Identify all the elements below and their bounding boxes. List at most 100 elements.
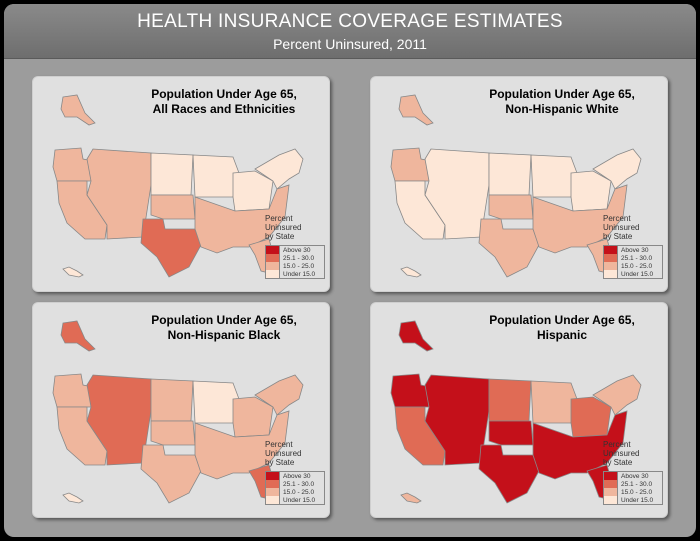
state-region-midwest-upper bbox=[530, 154, 578, 198]
legend-swatch bbox=[266, 480, 280, 488]
panel-title-line-2: Non-Hispanic White bbox=[505, 102, 619, 116]
legend-swatch bbox=[266, 270, 280, 278]
state-region-alaska bbox=[398, 94, 434, 126]
legend-item: 15.0 - 25.0 bbox=[604, 488, 662, 496]
legend: Percent Uninsured by State Above 30 25.1… bbox=[265, 440, 327, 505]
state-region-northwest bbox=[390, 147, 432, 182]
state-region-mountain bbox=[86, 374, 152, 466]
legend-item: Under 15.0 bbox=[604, 270, 662, 278]
legend-label: 15.0 - 25.0 bbox=[283, 262, 315, 270]
map-panel-all-races: Population Under Age 65, All Races and E… bbox=[32, 76, 330, 292]
legend-label: Under 15.0 bbox=[283, 270, 316, 278]
state-region-west bbox=[56, 180, 108, 240]
legend-swatch bbox=[266, 254, 280, 262]
state-region-south bbox=[532, 184, 628, 254]
state-region-midwest-upper bbox=[530, 380, 578, 424]
state-region-northwest bbox=[390, 373, 432, 408]
legend-label: 25.1 - 30.0 bbox=[621, 480, 653, 488]
legend-title-line: Uninsured bbox=[265, 223, 302, 232]
legend-title-line: by State bbox=[603, 458, 633, 467]
state-region-texas bbox=[140, 444, 202, 504]
legend-item: 15.0 - 25.0 bbox=[266, 262, 324, 270]
legend-title-line: Percent bbox=[265, 214, 293, 223]
state-region-south bbox=[532, 410, 628, 480]
legend-title-line: Percent bbox=[603, 440, 631, 449]
state-region-south bbox=[194, 410, 290, 480]
state-region-texas bbox=[140, 218, 202, 278]
state-region-plains-north bbox=[150, 378, 194, 422]
page-subtitle: Percent Uninsured, 2011 bbox=[273, 36, 427, 52]
state-region-northeast bbox=[592, 148, 642, 190]
map-panel-white: Population Under Age 65, Non-Hispanic Wh… bbox=[370, 76, 668, 292]
state-region-south bbox=[194, 184, 290, 254]
legend-title-line: by State bbox=[265, 458, 295, 467]
us-map bbox=[390, 94, 642, 278]
legend-label: 15.0 - 25.0 bbox=[283, 488, 315, 496]
state-region-alaska bbox=[398, 320, 434, 352]
legend-item: Above 30 bbox=[604, 246, 662, 254]
legend-item: 25.1 - 30.0 bbox=[266, 480, 324, 488]
legend-label: 25.1 - 30.0 bbox=[283, 254, 315, 262]
map-panel-black: Population Under Age 65, Non-Hispanic Bl… bbox=[32, 302, 330, 518]
legend-swatch bbox=[604, 480, 618, 488]
legend-label: Above 30 bbox=[283, 246, 311, 254]
state-region-west bbox=[394, 180, 446, 240]
page-title: HEALTH INSURANCE COVERAGE ESTIMATES bbox=[137, 11, 563, 32]
legend-swatch bbox=[604, 254, 618, 262]
state-region-plains-north bbox=[488, 152, 532, 196]
state-region-west bbox=[394, 406, 446, 466]
legend: Percent Uninsured by State Above 30 25.1… bbox=[265, 214, 327, 279]
state-region-northeast bbox=[254, 148, 304, 190]
legend-item: Above 30 bbox=[604, 472, 662, 480]
panel-title-line-1: Population Under Age 65, bbox=[489, 87, 635, 101]
panel-title-line-2: Non-Hispanic Black bbox=[167, 328, 281, 342]
legend-item: 15.0 - 25.0 bbox=[266, 488, 324, 496]
panel-title: Population Under Age 65, Non-Hispanic Wh… bbox=[467, 87, 657, 117]
legend-title-line: Uninsured bbox=[603, 223, 640, 232]
state-region-northwest bbox=[52, 147, 94, 182]
legend-item: Above 30 bbox=[266, 472, 324, 480]
us-map bbox=[52, 94, 304, 278]
state-region-plains-south bbox=[488, 420, 534, 446]
state-region-midwest-upper bbox=[192, 380, 240, 424]
legend-swatch bbox=[604, 246, 618, 254]
legend-swatch bbox=[266, 496, 280, 504]
state-region-plains-south bbox=[150, 420, 196, 446]
legend-item: 25.1 - 30.0 bbox=[604, 480, 662, 488]
state-region-mountain bbox=[86, 148, 152, 240]
legend-swatch bbox=[266, 472, 280, 480]
legend-item: Under 15.0 bbox=[266, 270, 324, 278]
state-region-hawaii bbox=[62, 266, 84, 278]
panel-title: Population Under Age 65, Hispanic bbox=[467, 313, 657, 343]
legend-title-line: Percent bbox=[603, 214, 631, 223]
panel-title-line-2: Hispanic bbox=[536, 328, 587, 342]
map-frame: HEALTH INSURANCE COVERAGE ESTIMATES Perc… bbox=[4, 4, 696, 537]
legend-swatch bbox=[266, 262, 280, 270]
legend-item: Under 15.0 bbox=[266, 496, 324, 504]
panel-title-line-1: Population Under Age 65, bbox=[151, 313, 297, 327]
header-bar: HEALTH INSURANCE COVERAGE ESTIMATES Perc… bbox=[4, 4, 696, 59]
legend-title-line: by State bbox=[265, 232, 295, 241]
legend-item: Under 15.0 bbox=[604, 496, 662, 504]
legend-item: 25.1 - 30.0 bbox=[266, 254, 324, 262]
legend-swatch bbox=[604, 262, 618, 270]
state-region-northeast bbox=[254, 374, 304, 416]
us-map bbox=[390, 320, 642, 504]
legend-item: 15.0 - 25.0 bbox=[604, 262, 662, 270]
legend-swatch bbox=[604, 488, 618, 496]
panel-title: Population Under Age 65, Non-Hispanic Bl… bbox=[129, 313, 319, 343]
panel-title-line-1: Population Under Age 65, bbox=[151, 87, 297, 101]
legend-label: Under 15.0 bbox=[283, 496, 316, 504]
state-region-midwest-upper bbox=[192, 154, 240, 198]
legend-title-line: Percent bbox=[265, 440, 293, 449]
legend-title-line: Uninsured bbox=[603, 449, 640, 458]
legend: Percent Uninsured by State Above 30 25.1… bbox=[603, 440, 665, 505]
legend-label: 15.0 - 25.0 bbox=[621, 262, 653, 270]
legend-title-line: Uninsured bbox=[265, 449, 302, 458]
state-region-alaska bbox=[60, 94, 96, 126]
state-region-plains-south bbox=[150, 194, 196, 220]
legend-item: 25.1 - 30.0 bbox=[604, 254, 662, 262]
state-region-northwest bbox=[52, 373, 94, 408]
state-region-hawaii bbox=[400, 266, 422, 278]
state-region-mountain bbox=[424, 374, 490, 466]
